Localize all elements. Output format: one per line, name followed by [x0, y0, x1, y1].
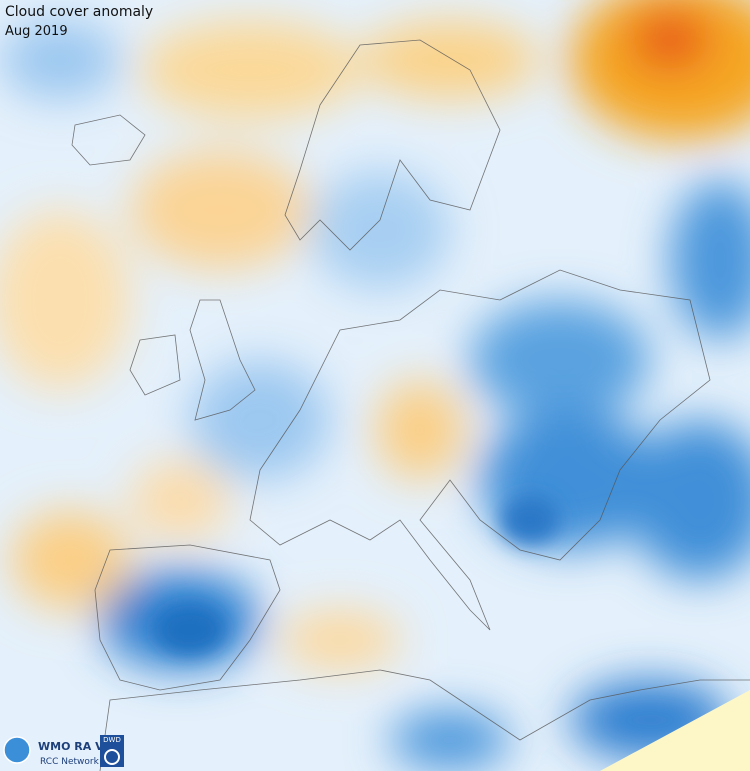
positive-anomaly [375, 380, 465, 480]
dwd-label: DWD [103, 736, 121, 744]
negative-anomaly [190, 360, 330, 480]
negative-anomaly [630, 420, 750, 580]
iberia [94, 544, 281, 691]
negative-anomaly [155, 605, 225, 655]
coastlines [71, 39, 750, 771]
positive-anomaly [630, 10, 710, 70]
continental-europe [249, 269, 711, 631]
iceland [71, 114, 146, 166]
positive-anomaly [10, 510, 130, 610]
no-data-area [600, 690, 750, 771]
positive-anomaly [130, 460, 230, 540]
anomaly-detail [155, 495, 560, 655]
logo-block: WMO RA VI RCC Network DWD [3, 735, 124, 767]
map-title: Cloud cover anomaly [5, 4, 153, 20]
ireland [129, 334, 181, 396]
great-britain [189, 299, 256, 421]
positive-anomaly [130, 150, 310, 270]
negative-anomaly [500, 495, 560, 545]
negative-anomaly [0, 20, 120, 100]
negative-anomaly [390, 710, 510, 770]
wmo-label: WMO RA VI [38, 740, 108, 753]
wmo-emblem [3, 736, 31, 764]
north-africa [99, 669, 750, 771]
network-label: RCC Network [40, 757, 100, 767]
negative-anomaly [310, 170, 450, 290]
positive-anomaly [280, 610, 400, 670]
positive-anomaly [140, 20, 360, 120]
positive-anomaly [0, 210, 130, 390]
scandinavia [284, 39, 501, 251]
negative-anomaly [470, 300, 650, 420]
positive-anomaly [360, 20, 540, 100]
dwd-swirl [104, 749, 120, 765]
map-subtitle: Aug 2019 [5, 24, 68, 39]
